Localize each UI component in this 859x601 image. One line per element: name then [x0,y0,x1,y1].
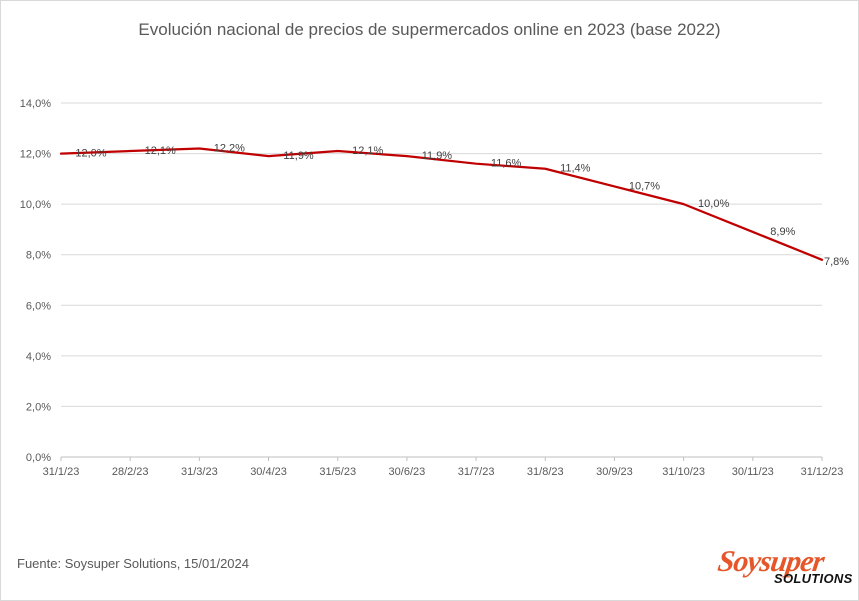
y-tick-label: 8,0% [26,250,51,262]
x-axis-ticks: 31/1/23 28/2/23 31/3/23 30/4/23 31/5/23 30/6/… [43,457,844,478]
y-tick-label: 0,0% [26,452,51,464]
data-label: 11,9% [283,150,314,162]
data-label: 10,0% [698,198,729,210]
y-axis-ticks: 0,0% 2,0% 4,0% 6,0% 8,0% 10,0% 12,0% 14,0% [20,98,51,464]
data-label: 12,1% [145,145,176,157]
series-line-path [59,147,824,261]
y-tick-label: 4,0% [26,351,51,363]
y-tick-label: 2,0% [26,401,51,413]
data-label: 12,1% [352,145,383,157]
chart-title: Evolución nacional de precios de superme… [138,20,721,39]
x-tick-label: 31/3/23 [181,466,218,478]
gridlines [61,102,822,458]
series-line [59,147,824,261]
x-tick-label: 30/4/23 [250,466,287,478]
y-tick-label: 6,0% [26,300,51,312]
y-tick-label: 12,0% [20,149,51,161]
x-tick-label: 31/10/23 [662,466,705,478]
x-tick-label: 30/6/23 [389,466,426,478]
data-label: 12,0% [75,148,106,160]
data-label: 8,9% [770,226,795,238]
x-tick-label: 30/11/23 [732,466,774,478]
x-tick-label: 30/9/23 [596,466,633,478]
data-label: 7,8% [824,256,849,268]
data-label: 10,7% [629,180,660,192]
y-tick-label: 10,0% [20,199,51,211]
x-tick-label: 31/8/23 [527,466,564,478]
data-label: 11,9% [422,150,453,162]
data-label: 11,4% [560,163,591,175]
x-tick-label: 31/5/23 [319,466,356,478]
data-label: 11,6% [491,158,522,170]
x-tick-label: 31/7/23 [458,466,495,478]
data-labels: 12,0% 12,1% 12,2% 11,9% 12,1% 11,9% 11,6% 11,4%… [75,143,849,268]
data-label: 12,2% [214,143,245,155]
source-note: Fuente: Soysuper Solutions, 15/01/2024 [17,556,249,571]
x-tick-label: 31/12/23 [801,466,844,478]
y-tick-label: 14,0% [20,98,51,110]
brand-logo: Soysuper SOLUTIONS [716,545,852,591]
x-tick-label: 31/1/23 [43,466,80,478]
x-tick-label: 28/2/23 [112,466,149,478]
logo-subtitle: SOLUTIONS [774,571,853,586]
